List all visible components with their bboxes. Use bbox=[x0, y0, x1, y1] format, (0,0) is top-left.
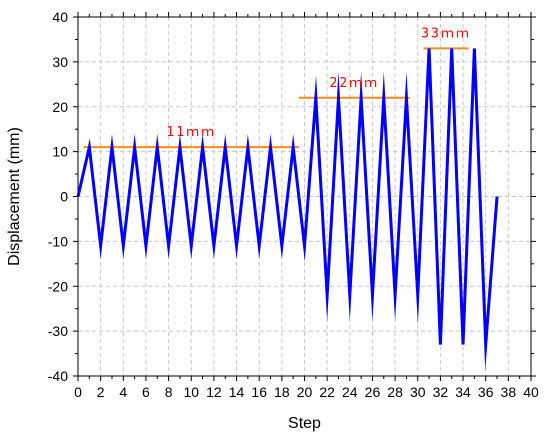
x-tick-label: 2 bbox=[97, 384, 105, 400]
y-tick-label: 0 bbox=[60, 189, 68, 205]
x-tick-label: 40 bbox=[523, 384, 539, 400]
y-tick-label: -40 bbox=[48, 368, 68, 384]
y-axis-title: Displacement (mm) bbox=[6, 127, 23, 266]
y-tick-label: 30 bbox=[52, 54, 68, 70]
annotation-label: 33ｍｍ bbox=[421, 26, 471, 41]
y-tick-labels: -40 -30 -20 -10 0 10 20 30 40 bbox=[48, 9, 68, 384]
y-tick-label: -30 bbox=[48, 323, 68, 339]
y-tick-label: 10 bbox=[52, 144, 68, 160]
x-tick-label: 34 bbox=[455, 384, 471, 400]
x-tick-label: 12 bbox=[206, 384, 222, 400]
annotation-lines bbox=[83, 47, 469, 149]
x-tick-label: 18 bbox=[274, 384, 290, 400]
x-tick-label: 38 bbox=[501, 384, 517, 400]
x-tick-label: 32 bbox=[433, 384, 449, 400]
x-tick-label: 26 bbox=[365, 384, 381, 400]
x-tick-label: 0 bbox=[74, 384, 82, 400]
series-line bbox=[76, 48, 499, 371]
annotation-labels: 11ｍｍ 22ｍｍ 33ｍｍ bbox=[166, 26, 471, 140]
y-tick-label: 40 bbox=[52, 9, 68, 25]
x-tick-label: 36 bbox=[478, 384, 494, 400]
x-tick-label: 4 bbox=[119, 384, 127, 400]
axis-ticks bbox=[73, 12, 536, 381]
annotation-label: 22ｍｍ bbox=[330, 76, 380, 91]
x-tick-label: 22 bbox=[319, 384, 335, 400]
x-tick-label: 14 bbox=[229, 384, 245, 400]
annotation-label: 11ｍｍ bbox=[166, 125, 216, 140]
y-tick-label: 20 bbox=[52, 99, 68, 115]
x-tick-label: 6 bbox=[142, 384, 150, 400]
grid-lines bbox=[78, 17, 531, 376]
x-tick-label: 24 bbox=[342, 384, 358, 400]
x-tick-label: 10 bbox=[183, 384, 199, 400]
y-tick-label: -20 bbox=[48, 278, 68, 294]
x-tick-label: 20 bbox=[297, 384, 313, 400]
x-tick-labels: 0 2 4 6 8 10 12 14 16 18 20 22 24 26 28 30 32 34 36 38 40 bbox=[74, 384, 539, 400]
x-tick-label: 8 bbox=[165, 384, 173, 400]
x-tick-label: 28 bbox=[387, 384, 403, 400]
x-tick-label: 30 bbox=[410, 384, 426, 400]
x-tick-label: 16 bbox=[251, 384, 267, 400]
x-axis-title: Step bbox=[288, 415, 321, 432]
y-tick-label: -10 bbox=[48, 233, 68, 249]
series-layer bbox=[76, 48, 499, 371]
